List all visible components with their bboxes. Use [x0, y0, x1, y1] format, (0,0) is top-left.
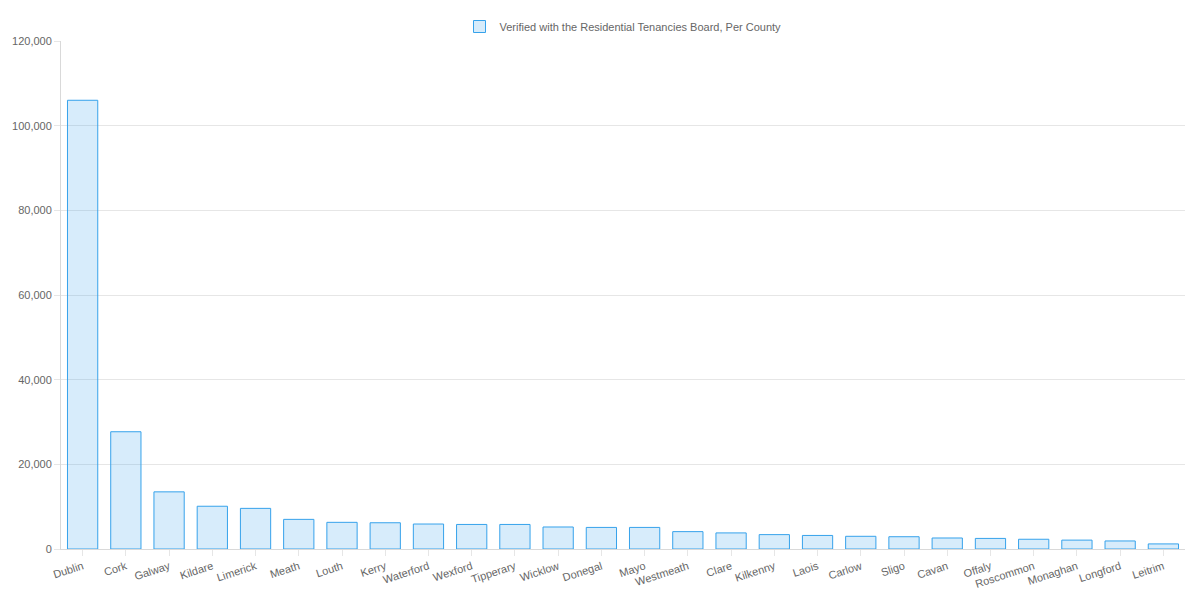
svg-text:60,000: 60,000: [18, 289, 52, 301]
svg-text:Cavan: Cavan: [916, 559, 950, 580]
svg-text:Clare: Clare: [705, 559, 734, 579]
svg-text:Mayo: Mayo: [618, 559, 647, 579]
svg-text:Verified with the Residential: Verified with the Residential Tenancies …: [500, 21, 782, 33]
svg-text:Laois: Laois: [791, 559, 820, 579]
svg-text:Sligo: Sligo: [879, 559, 906, 578]
svg-text:Meath: Meath: [268, 559, 301, 580]
svg-text:Tipperary: Tipperary: [470, 559, 518, 585]
svg-text:Longford: Longford: [1077, 559, 1122, 584]
svg-text:Cork: Cork: [102, 559, 128, 578]
svg-text:Kilkenny: Kilkenny: [733, 559, 777, 583]
svg-text:Louth: Louth: [314, 559, 344, 579]
svg-text:Monaghan: Monaghan: [1026, 559, 1079, 586]
svg-text:Westmeath: Westmeath: [634, 559, 690, 588]
svg-text:Kerry: Kerry: [359, 559, 388, 579]
svg-text:Wicklow: Wicklow: [518, 559, 560, 583]
svg-text:120,000: 120,000: [12, 35, 52, 47]
svg-text:Galway: Galway: [133, 559, 172, 582]
svg-text:0: 0: [46, 543, 52, 555]
svg-text:80,000: 80,000: [18, 204, 52, 216]
svg-text:Leitrim: Leitrim: [1131, 559, 1166, 581]
svg-text:Offaly: Offaly: [962, 559, 993, 579]
svg-text:Wexford: Wexford: [432, 559, 474, 583]
svg-text:Limerick: Limerick: [215, 559, 258, 583]
svg-text:Dublin: Dublin: [52, 559, 85, 580]
svg-text:Kildare: Kildare: [178, 559, 214, 581]
svg-text:Waterford: Waterford: [382, 559, 431, 585]
svg-text:100,000: 100,000: [12, 120, 52, 132]
svg-text:Donegal: Donegal: [561, 559, 604, 583]
svg-text:20,000: 20,000: [18, 458, 52, 470]
svg-text:Carlow: Carlow: [827, 559, 863, 581]
svg-text:40,000: 40,000: [18, 374, 52, 386]
svg-text:Roscommon: Roscommon: [974, 559, 1036, 589]
